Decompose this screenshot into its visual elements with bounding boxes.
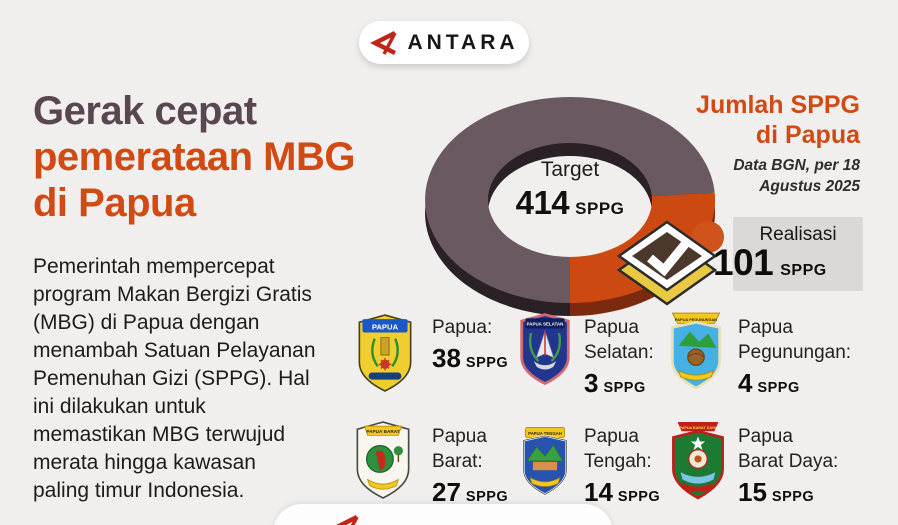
province-unit: SPPG — [757, 380, 800, 396]
title-line-2: pemerataan MBG — [33, 135, 355, 179]
title-line-3: di Papua — [33, 181, 196, 225]
meal-tray-icon — [616, 220, 718, 306]
source-line-1: Data BGN, per 18 — [733, 157, 860, 174]
target-label: Target — [540, 158, 600, 181]
realisasi-value-line: 101 SPPG — [713, 242, 827, 284]
realisasi-unit: SPPG — [780, 262, 827, 279]
chart-heading-line-1: Jumlah SPPG — [696, 91, 860, 119]
province-cell-papua-tengah: Papua Tengah: 14 SPPG — [584, 424, 660, 508]
province-value: 15 — [738, 477, 767, 507]
antara-arrow-icon — [370, 30, 397, 55]
chart-heading-line-2: di Papua — [755, 121, 860, 149]
province-unit: SPPG — [603, 380, 646, 396]
antara-arrow-icon — [335, 514, 359, 525]
papua-barat-emblem: PAPUA BARAT — [356, 421, 410, 499]
province-cell-papua-pegunungan: Papua Pegunungan: 4 SPPG — [738, 315, 851, 399]
papua-selatan-emblem: PAPUA SELATAN — [520, 313, 570, 385]
data-source-note: Data BGN, per 18 Agustus 2025 — [733, 155, 860, 197]
donut-segment-target — [425, 97, 715, 303]
papua-pegunungan-emblem: PAPUA PEGUNUNGAN — [671, 312, 721, 390]
antara-wordmark: ANTARA — [407, 30, 519, 54]
province-name: Papua Selatan: — [584, 317, 654, 363]
svg-text:PAPUA SELATAN: PAPUA SELATAN — [527, 322, 564, 327]
antara-logo: ANTARA — [359, 21, 529, 64]
page-title: Gerak cepat pemerataan MBG di Papua — [33, 88, 433, 226]
province-cell-papua-barat: Papua Barat: 27 SPPG — [432, 424, 508, 508]
papua-barat-daya-emblem: PAPUA BARAT DAYA — [672, 422, 724, 500]
province-cell-papua-selatan: Papua Selatan: 3 SPPG — [584, 315, 654, 399]
chart-heading: Jumlah SPPG di Papua — [696, 90, 860, 150]
province-unit: SPPG — [617, 489, 661, 505]
svg-text:PAPUA BARAT: PAPUA BARAT — [366, 429, 399, 434]
donut-center-label: Target 414 SPPG — [488, 158, 652, 250]
bottom-logo-cutoff — [273, 504, 613, 525]
target-unit: SPPG — [575, 199, 625, 218]
province-value: 14 — [584, 477, 613, 507]
realisasi-box: Realisasi — [733, 217, 863, 291]
province-unit: SPPG — [771, 489, 815, 505]
realisasi-value: 101 — [713, 242, 774, 283]
province-value: 4 — [738, 368, 753, 398]
realisasi-label: Realisasi — [759, 224, 837, 245]
province-cell-papua: Papua: 38 SPPG — [432, 315, 508, 374]
svg-text:PAPUA: PAPUA — [372, 322, 399, 331]
target-value: 414 — [515, 184, 570, 221]
province-cell-papua-barat-daya: Papua Barat Daya: 15 SPPG — [738, 424, 838, 508]
province-name: Papua Barat Daya: — [738, 426, 839, 472]
svg-text:PAPUA BARAT DAYA: PAPUA BARAT DAYA — [680, 426, 717, 430]
source-line-2: Agustus 2025 — [759, 178, 860, 195]
svg-text:PAPUA PEGUNUNGAN: PAPUA PEGUNUNGAN — [675, 317, 717, 322]
province-unit: SPPG — [465, 355, 509, 371]
province-unit: SPPG — [465, 489, 509, 505]
intro-paragraph: Pemerintah mempercepat program Makan Ber… — [33, 255, 316, 502]
province-name: Papua: — [432, 317, 493, 338]
province-name: Papua Tengah: — [584, 426, 652, 472]
papua-tengah-emblem: PAPUA TENGAH — [522, 427, 568, 496]
province-value: 38 — [432, 343, 461, 373]
papua-emblem: PAPUA — [358, 314, 412, 392]
svg-text:PAPUA TENGAH: PAPUA TENGAH — [528, 431, 562, 436]
province-value: 3 — [584, 368, 599, 398]
province-name: Papua Barat: — [432, 426, 487, 472]
province-value: 27 — [432, 477, 461, 507]
province-name: Papua Pegunungan: — [738, 317, 852, 363]
title-line-1: Gerak cepat — [33, 89, 257, 133]
